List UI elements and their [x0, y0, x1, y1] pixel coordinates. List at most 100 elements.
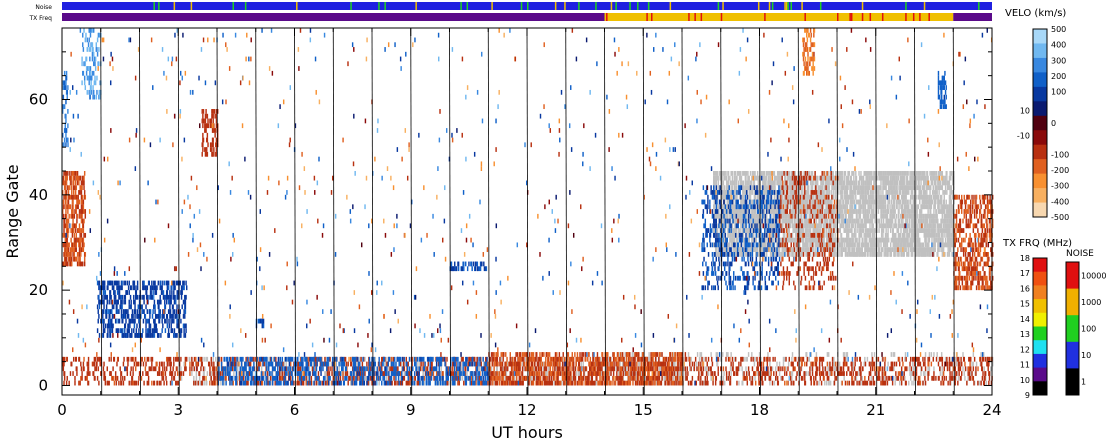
- ground-scatter-cell: [828, 190, 831, 195]
- ground-scatter-cell: [848, 237, 851, 243]
- ground-scatter-cell: [862, 190, 865, 195]
- ground-scatter-cell: [727, 223, 730, 229]
- ground-scatter-cell: [765, 175, 768, 181]
- ground-scatter-cell: [931, 237, 933, 243]
- ground-scatter-cell: [733, 199, 735, 205]
- ground-scatter-cell: [935, 232, 937, 238]
- ground-scatter-cell: [806, 228, 808, 233]
- ground-scatter-cell: [809, 252, 812, 257]
- ground-scatter-cell: [638, 361, 641, 367]
- ground-scatter-cell: [951, 170, 953, 176]
- ground-scatter-cell: [901, 209, 904, 214]
- ground-scatter-cell: [846, 204, 849, 210]
- ground-scatter-cell: [940, 204, 942, 210]
- ground-scatter-cell: [803, 218, 805, 224]
- ground-scatter-cell: [840, 185, 842, 191]
- ground-scatter-cell: [942, 252, 944, 257]
- ground-scatter-cell: [901, 190, 904, 195]
- ground-scatter-cell: [807, 185, 810, 191]
- ground-scatter-cell: [895, 190, 898, 195]
- ground-scatter-cell: [951, 228, 954, 233]
- ground-scatter-cell: [930, 223, 932, 229]
- ground-scatter-cell: [941, 185, 944, 191]
- ground-scatter-cell: [843, 209, 845, 214]
- ground-scatter-cell: [920, 218, 923, 224]
- ground-scatter-cell: [280, 371, 282, 376]
- ground-scatter-cell: [927, 175, 929, 181]
- ground-scatter-cell: [733, 170, 736, 176]
- ground-scatter-cell: [908, 218, 911, 224]
- ground-scatter-cell: [851, 213, 854, 219]
- ground-scatter-cell: [741, 213, 743, 219]
- ground-scatter-cell: [891, 204, 894, 210]
- ground-scatter-cell: [858, 190, 861, 195]
- ground-scatter-cell: [838, 252, 840, 257]
- ground-scatter-cell: [787, 228, 789, 233]
- ground-scatter-cell: [898, 252, 900, 257]
- ground-scatter-cell: [910, 180, 913, 186]
- ground-scatter-cell: [847, 175, 850, 181]
- ground-scatter-cell: [729, 175, 731, 181]
- ground-scatter-cell: [751, 352, 753, 357]
- ground-scatter-cell: [935, 228, 937, 233]
- ground-scatter-cell: [837, 204, 840, 210]
- ground-scatter-cell: [834, 209, 836, 214]
- ground-scatter-cell: [898, 185, 900, 191]
- ground-scatter-cell: [689, 366, 691, 372]
- ground-scatter-cell: [831, 199, 833, 205]
- ground-scatter-cell: [935, 170, 938, 176]
- ground-scatter-cell: [753, 213, 755, 219]
- ground-scatter-cell: [774, 180, 776, 186]
- ground-scatter-cell: [890, 199, 893, 205]
- ground-scatter-cell: [895, 237, 898, 243]
- ground-scatter-cell: [734, 213, 736, 219]
- ground-scatter-cell: [730, 371, 732, 376]
- ground-scatter-cell: [386, 356, 388, 362]
- ground-scatter-cell: [734, 170, 737, 176]
- ground-scatter-cell: [889, 204, 891, 210]
- ground-scatter-cell: [832, 190, 834, 195]
- ground-scatter-cell: [861, 228, 863, 233]
- ground-scatter-cell: [215, 356, 217, 362]
- ground-scatter-cell: [869, 213, 872, 219]
- ground-scatter-cell: [806, 218, 808, 224]
- ground-scatter-cell: [796, 209, 798, 214]
- ground-scatter-cell: [756, 175, 759, 181]
- ground-scatter-cell: [802, 237, 805, 243]
- ground-scatter-cell: [933, 175, 935, 181]
- ground-scatter-cell: [916, 175, 918, 181]
- ground-scatter-cell: [736, 194, 738, 200]
- ground-scatter-cell: [743, 199, 745, 205]
- ground-scatter-cell: [874, 242, 876, 248]
- ground-scatter-cell: [777, 170, 780, 176]
- ground-scatter-cell: [944, 218, 946, 224]
- ground-scatter-cell: [816, 190, 819, 195]
- ground-scatter-cell: [827, 209, 829, 214]
- strip-speckle: [919, 13, 921, 21]
- ground-scatter-cell: [859, 252, 862, 257]
- ground-scatter-cell: [827, 180, 830, 186]
- ground-scatter-cell: [867, 209, 869, 214]
- ground-scatter-cell: [609, 371, 611, 376]
- strip-speckle: [615, 2, 617, 10]
- ground-scatter-cell: [951, 194, 954, 200]
- ground-scatter-cell: [705, 366, 708, 372]
- ground-scatter-cell: [831, 180, 833, 186]
- ground-scatter-cell: [878, 247, 881, 253]
- ground-scatter-cell: [840, 175, 842, 181]
- ground-scatter-cell: [765, 242, 767, 248]
- ground-scatter-cell: [741, 252, 743, 257]
- ground-scatter-cell: [930, 194, 933, 200]
- strip-speckle: [491, 2, 493, 10]
- ground-scatter-cell: [887, 232, 889, 238]
- ground-scatter-cell: [889, 242, 892, 248]
- ground-scatter-cell: [870, 175, 873, 181]
- ground-scatter-cell: [888, 180, 890, 186]
- ground-scatter-cell: [940, 223, 943, 229]
- ground-scatter-cell: [904, 232, 906, 238]
- ground-scatter-cell: [951, 213, 953, 219]
- ground-scatter-cell: [716, 170, 719, 176]
- ground-scatter-cell: [193, 375, 195, 381]
- ground-scatter-cell: [901, 204, 904, 210]
- ground-scatter-cell: [858, 180, 861, 186]
